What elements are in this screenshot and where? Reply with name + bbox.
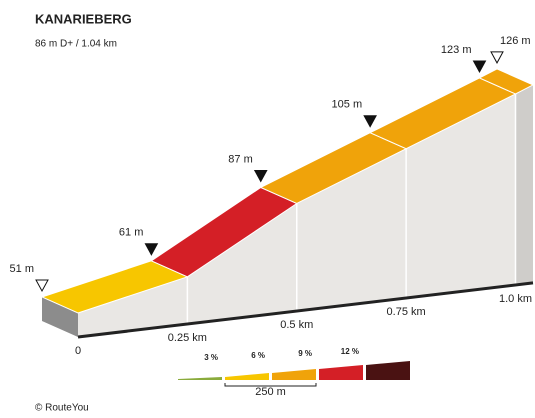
value-label: 123 m	[441, 44, 472, 56]
legend-swatch	[366, 361, 410, 380]
marker	[363, 115, 377, 128]
x-tick-label: 0	[75, 345, 81, 357]
x-tick-label: 0.5 km	[280, 319, 313, 331]
value-label: 87 m	[228, 153, 252, 165]
marker	[144, 243, 159, 256]
chart-title: KANARIEBERG	[35, 11, 132, 26]
marker	[35, 279, 49, 293]
x-tick-label: 0.75 km	[387, 306, 426, 318]
legend-label: 9 %	[298, 349, 312, 358]
x-tick-label: 1.0 km	[499, 293, 532, 305]
value-label: 126 m	[500, 35, 531, 47]
value-label: 105 m	[332, 99, 363, 111]
end-face	[42, 297, 78, 337]
legend-label: 12 %	[341, 347, 359, 356]
scale-label: 250 m	[255, 386, 286, 398]
legend-swatch	[225, 373, 269, 380]
legend-swatch	[319, 365, 363, 380]
legend-swatch	[272, 369, 316, 380]
value-label: 61 m	[119, 227, 143, 239]
end-face	[515, 84, 533, 283]
marker	[253, 169, 268, 183]
profile-wall	[78, 84, 533, 337]
legend-swatch	[178, 377, 222, 380]
legend-label: 3 %	[204, 353, 218, 362]
x-tick-label: 0.25 km	[168, 332, 207, 344]
subtitle: 86 m D+ / 1.04 km	[35, 39, 117, 50]
value-label: 51 m	[10, 263, 34, 275]
segment	[478, 68, 535, 95]
marker	[472, 60, 487, 74]
scale-bracket	[224, 383, 317, 387]
footer: © RouteYou	[35, 403, 89, 414]
ground-line	[77, 281, 534, 339]
legend-label: 6 %	[251, 351, 265, 360]
marker	[490, 51, 504, 64]
